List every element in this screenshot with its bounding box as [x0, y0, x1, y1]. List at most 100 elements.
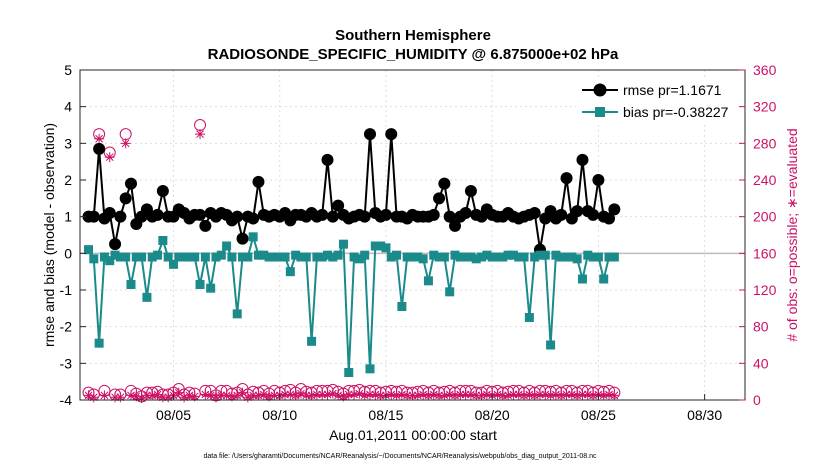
point-evaluated [343, 389, 354, 400]
footnote: data file: /Users/gharamti/Documents/NCA… [203, 453, 597, 460]
y2-axis: 0 40 80 120 160 200 240 280 320 360 [739, 62, 777, 408]
point-bias [567, 252, 577, 262]
point-rmse [433, 192, 446, 205]
point-bias [89, 254, 99, 264]
point-evaluated [200, 389, 211, 400]
x-tick-label: 08/05 [156, 407, 191, 423]
point-evaluated [301, 390, 312, 401]
point-rmse [199, 219, 212, 232]
y2-tick-label: 280 [753, 135, 777, 151]
point-evaluated [418, 389, 429, 400]
point-evaluated [529, 390, 540, 401]
point-evaluated [561, 389, 572, 400]
plot-area [80, 70, 745, 400]
point-evaluated [407, 390, 418, 401]
point-evaluated [210, 392, 221, 403]
legend: rmse pr=1.1671 bias pr=-0.38227 [576, 77, 738, 123]
point-bias [115, 252, 125, 262]
point-bias [110, 250, 120, 260]
point-evaluated [349, 389, 360, 400]
point-evaluated [189, 391, 200, 402]
point-evaluated [333, 390, 344, 401]
point-rmse [103, 207, 116, 219]
legend-label-rmse: rmse pr=1.1671 [623, 82, 722, 98]
point-evaluated [550, 389, 561, 400]
y2-tick-label: 0 [753, 392, 761, 408]
point-evaluated [290, 390, 301, 401]
point-bias [333, 250, 343, 260]
point-bias [344, 368, 354, 377]
point-evaluated [179, 392, 190, 403]
point-bias [131, 252, 141, 262]
point-rmse [443, 210, 456, 223]
point-evaluated [428, 389, 439, 400]
point-bias [243, 252, 253, 262]
point-evaluated [497, 390, 508, 401]
plot-frame [79, 69, 746, 401]
point-bias [323, 250, 333, 260]
point-bias [461, 252, 471, 262]
point-bias [471, 254, 481, 264]
point-bias [360, 250, 370, 260]
point-evaluated [396, 389, 407, 400]
point-evaluated [540, 389, 551, 400]
point-evaluated [88, 392, 99, 403]
point-bias [190, 252, 200, 262]
point-bias [296, 252, 306, 262]
point-evaluated [216, 390, 227, 401]
point-bias [450, 250, 460, 260]
y2-tick-label: 240 [753, 172, 777, 188]
point-evaluated [163, 392, 174, 403]
point-bias [434, 252, 444, 262]
point-rmse [385, 128, 398, 141]
point-rmse [603, 212, 616, 225]
point-evaluated [444, 389, 455, 400]
point-rmse [156, 185, 169, 197]
point-bias [227, 252, 237, 262]
point-bias [562, 252, 572, 262]
series-layer [82, 119, 621, 404]
y2-tick-label: 120 [753, 282, 777, 298]
point-bias [530, 252, 540, 262]
point-bias [609, 252, 619, 262]
y2-axis-label: # of obs: o=possible; ∗=evaluated [784, 128, 800, 341]
x-axis-label: Aug.01,2011 00:00:00 start [329, 427, 497, 443]
point-bias [211, 252, 221, 262]
point-bias [280, 252, 290, 262]
point-evaluated [370, 389, 381, 400]
point-bias [232, 309, 242, 319]
point-evaluated [248, 390, 259, 401]
point-evaluated [365, 389, 376, 400]
point-evaluated [545, 390, 556, 401]
point-bias [163, 252, 173, 262]
point-bias [386, 252, 396, 262]
point-evaluated [295, 388, 306, 399]
point-bias [307, 336, 317, 346]
point-bias [508, 250, 518, 260]
point-bias [535, 250, 545, 260]
point-evaluated [338, 391, 349, 402]
point-evaluated [285, 389, 296, 400]
point-bias [285, 267, 295, 277]
point-bias [142, 292, 152, 302]
series-evaluated [83, 129, 620, 404]
y-tick-label: 5 [64, 62, 72, 78]
y-axis-label: rmse and bias (model - observation) [41, 123, 57, 347]
point-evaluated [524, 389, 535, 400]
point-bias [94, 338, 104, 348]
point-bias [83, 245, 93, 255]
y-tick-label: 4 [64, 99, 72, 115]
point-evaluated [588, 390, 599, 401]
point-evaluated [280, 389, 291, 400]
x-tick-label: 08/15 [368, 407, 403, 423]
point-evaluated [513, 389, 524, 400]
point-bias [291, 250, 301, 260]
point-bias [253, 250, 263, 260]
point-bias [492, 252, 502, 262]
point-evaluated [577, 389, 588, 400]
point-bias [99, 252, 109, 262]
point-evaluated [264, 391, 275, 402]
series-bias [83, 232, 619, 377]
point-rmse [236, 232, 249, 245]
x-tick-label: 08/30 [687, 407, 722, 423]
